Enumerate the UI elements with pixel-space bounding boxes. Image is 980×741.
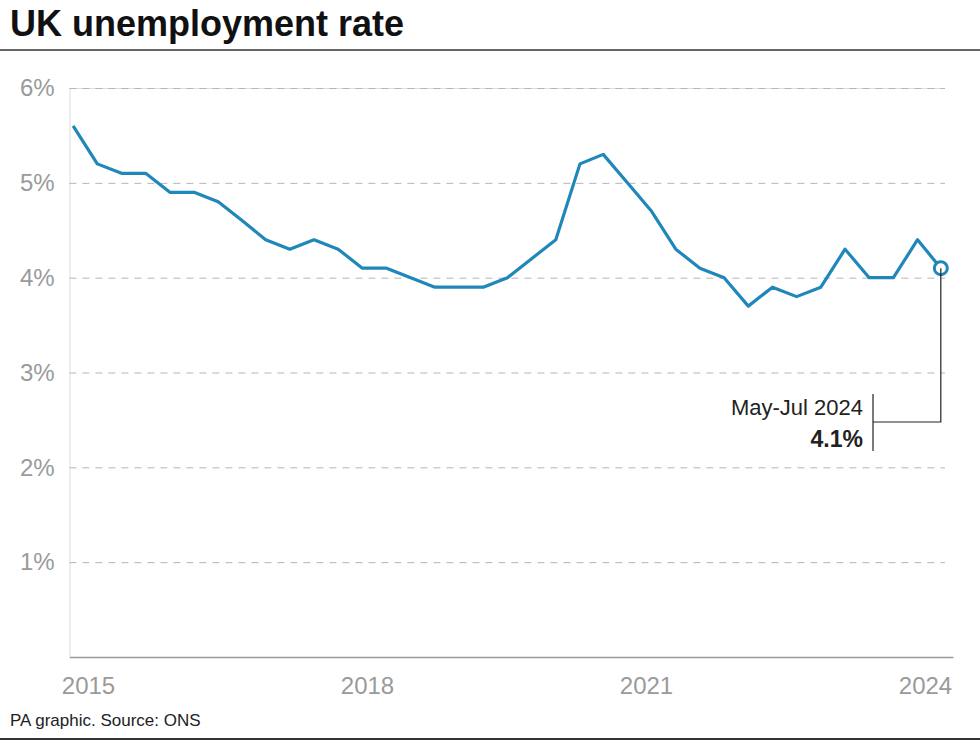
x-axis-line	[70, 657, 954, 659]
x-tick: 2021	[620, 657, 673, 699]
annotation-value: 4.1%	[811, 426, 863, 452]
x-tick: 2024	[899, 657, 952, 699]
y-tick: 6%	[20, 74, 945, 101]
y-tick-label: 1%	[20, 548, 55, 575]
x-axis: 2015 2018 2021 2024	[62, 657, 954, 699]
x-tick-label: 2024	[899, 672, 952, 699]
grid-line	[69, 467, 945, 468]
annotation: May-Jul 2024 4.1%	[731, 268, 941, 452]
y-tick: 1%	[20, 548, 945, 575]
x-tick-label: 2018	[341, 672, 394, 699]
y-tick: 2%	[20, 454, 945, 481]
y-tick-label: 5%	[20, 169, 55, 196]
x-tick-label: 2021	[620, 672, 673, 699]
title: UK unemployment rate	[10, 3, 404, 44]
y-axis-line	[70, 89, 945, 658]
x-tick-label: 2015	[62, 672, 115, 699]
x-tick: 2018	[341, 657, 394, 699]
source: PA graphic. Source: ONS	[10, 711, 201, 730]
bottom-rule	[0, 738, 980, 740]
annotation-text: May-Jul 2024	[731, 395, 863, 420]
y-tick-label: 3%	[20, 359, 55, 386]
grid-line	[69, 88, 945, 89]
grid-line	[69, 562, 945, 563]
y-tick-label: 4%	[20, 264, 55, 291]
y-axis: 1% 2% 3% 4% 5% 6%	[20, 74, 945, 657]
chart: UK unemployment rate 1% 2% 3% 4% 5% 6% 2015 2018…	[0, 0, 980, 741]
plot-area	[73, 126, 947, 306]
x-tick: 2015	[62, 657, 115, 699]
grid-line	[69, 373, 945, 374]
y-tick-label: 2%	[20, 454, 55, 481]
y-tick-label: 6%	[20, 74, 55, 101]
title-rule	[0, 49, 980, 51]
annotation-bracket	[872, 394, 873, 451]
annotation-connector	[873, 268, 941, 422]
line	[73, 126, 941, 306]
y-tick: 3%	[20, 359, 945, 386]
grid-line	[69, 183, 945, 184]
